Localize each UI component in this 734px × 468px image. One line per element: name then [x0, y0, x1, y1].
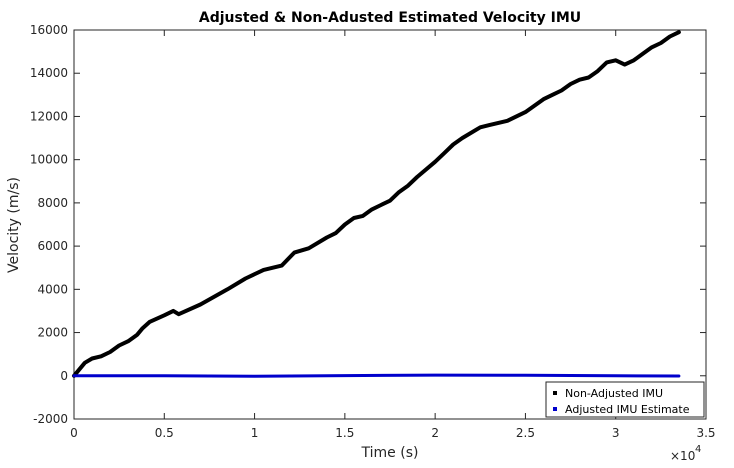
y-axis: -2000 0 2000 4000 6000 8000 10000 12000 14000 160…	[30, 23, 706, 426]
y-tick-label: 2000	[37, 326, 68, 340]
y-tick-label: 6000	[37, 239, 68, 253]
x-axis-exponent: ×10 4	[670, 444, 701, 463]
y-tick-label: 12000	[30, 109, 68, 123]
y-tick-label: 0	[60, 369, 68, 383]
x-tick-label: 2	[431, 426, 439, 440]
y-tick-label: 14000	[30, 66, 68, 80]
x-tick-label: 0	[70, 426, 78, 440]
x-tick-label: 0.5	[155, 426, 174, 440]
y-axis-label: Velocity (m/s)	[6, 177, 22, 273]
chart-title: Adjusted & Non-Adusted Estimated Velocit…	[199, 10, 581, 26]
x-axis: 0 0.5 1 1.5 2 2.5 3 3.5	[70, 30, 716, 440]
y-tick-label: 8000	[37, 196, 68, 210]
y-tick-label: 4000	[37, 282, 68, 296]
x-axis-label: Time (s)	[361, 445, 419, 461]
y-tick-label: -2000	[33, 412, 68, 426]
y-tick-label: 10000	[30, 153, 68, 167]
x-exponent-power: 4	[695, 444, 701, 455]
legend-marker-adjusted	[553, 407, 557, 411]
x-tick-label: 1	[251, 426, 259, 440]
x-exponent-base: ×10	[670, 449, 695, 463]
x-tick-label: 3	[612, 426, 620, 440]
series-line-adjusted	[72, 373, 681, 378]
x-tick-label: 1.5	[335, 426, 354, 440]
legend-box	[545, 381, 705, 418]
x-tick-label: 3.5	[696, 426, 715, 440]
x-tick-label: 2.5	[516, 426, 535, 440]
series-layer	[72, 30, 681, 378]
legend-entry-non-adjusted: Non-Adjusted IMU	[565, 387, 663, 400]
legend-entry-adjusted: Adjusted IMU Estimate	[565, 403, 690, 416]
series-line-non-adjusted	[72, 30, 681, 378]
plot-area	[73, 29, 707, 420]
y-tick-label: 16000	[30, 23, 68, 37]
legend: Non-Adjusted IMU Adjusted IMU Estimate	[545, 381, 705, 418]
legend-marker-non-adjusted	[553, 391, 557, 395]
